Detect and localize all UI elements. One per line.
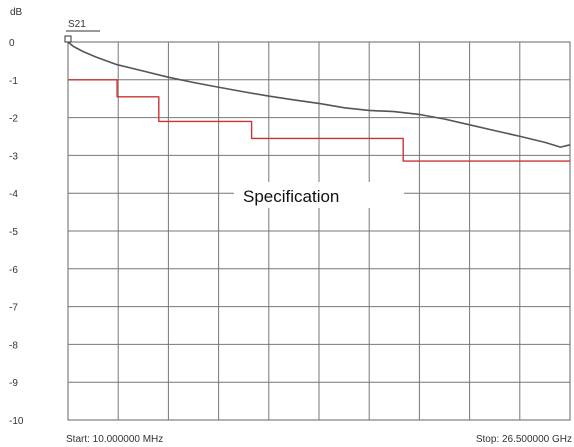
stop-frequency-label: Stop: 26.500000 GHz	[476, 434, 572, 445]
y-unit-label: dB	[10, 7, 23, 18]
trace-label: S21	[68, 19, 86, 30]
grid	[67, 41, 571, 421]
y-tick-label: -10	[9, 416, 24, 427]
y-tick-label: -4	[9, 189, 18, 200]
y-tick-label: -6	[9, 265, 18, 276]
y-tick-label: 0	[9, 38, 15, 49]
y-tick-label: -7	[9, 303, 18, 314]
y-tick-label: -1	[9, 76, 18, 87]
y-ticks: 0 -1 -2 -3 -4 -5 -6 -7 -8 -9 -10	[9, 38, 24, 427]
y-tick-label: -8	[9, 340, 18, 351]
series-layer	[64, 35, 571, 162]
y-tick-label: -5	[9, 227, 18, 238]
y-tick-label: -9	[9, 378, 18, 389]
start-marker	[64, 35, 72, 43]
y-tick-label: -3	[9, 151, 18, 162]
start-frequency-label: Start: 10.000000 MHz	[66, 434, 163, 445]
annotation-background	[234, 182, 404, 208]
y-tick-label: -2	[9, 114, 18, 125]
s21-trace	[67, 41, 571, 148]
specification-limit-line	[68, 79, 570, 162]
specification-annotation: Specification	[243, 187, 339, 206]
